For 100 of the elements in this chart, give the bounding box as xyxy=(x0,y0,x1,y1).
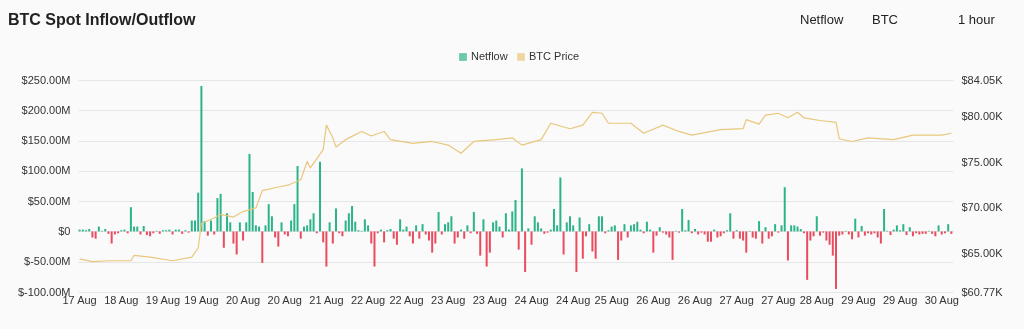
bar xyxy=(552,209,555,232)
bar xyxy=(533,216,536,232)
y-tick-label: $0 xyxy=(58,224,71,237)
bar xyxy=(658,227,661,232)
bar xyxy=(328,222,331,232)
bar xyxy=(524,231,527,273)
legend-label: Netflow xyxy=(471,50,508,62)
bar xyxy=(594,231,597,259)
y-tick-label: $-50.00M xyxy=(24,255,71,268)
bar xyxy=(421,224,424,232)
bar xyxy=(450,216,453,232)
bar xyxy=(418,231,421,239)
bar xyxy=(652,231,655,253)
bar xyxy=(623,224,626,232)
bar xyxy=(235,231,238,255)
bar xyxy=(863,231,866,236)
y-tick-label: $200.00M xyxy=(21,103,71,116)
bar xyxy=(238,222,241,232)
bar xyxy=(267,204,270,232)
bar xyxy=(479,231,482,256)
x-tick-label: 29 Aug xyxy=(882,293,918,306)
x-tick-label: 29 Aug xyxy=(841,293,876,306)
bar xyxy=(383,231,386,243)
bar xyxy=(94,231,97,239)
text: Netflow xyxy=(800,12,844,27)
bar xyxy=(242,231,245,241)
bar xyxy=(601,216,604,232)
bar xyxy=(745,231,748,253)
y-tick-label: $50.00M xyxy=(27,194,71,207)
bar xyxy=(559,177,562,232)
x-tick-label: 23 Aug xyxy=(431,293,466,306)
bar xyxy=(277,231,280,247)
bar xyxy=(947,224,950,232)
x-tick-label: 21 Aug xyxy=(309,293,344,306)
x-tick-label: 23 Aug xyxy=(472,293,507,306)
x-tick-label: 26 Aug xyxy=(677,293,713,306)
y2-tick-label: $80.00K xyxy=(961,110,1004,123)
bar xyxy=(318,161,321,232)
bar xyxy=(754,231,757,239)
bar xyxy=(934,231,937,237)
x-tick-label: 22 Aug xyxy=(389,293,424,306)
bar xyxy=(463,231,466,239)
bar xyxy=(633,224,636,232)
bar xyxy=(665,231,668,235)
bar xyxy=(751,231,754,238)
bar xyxy=(905,231,908,236)
bar xyxy=(200,86,203,232)
bar xyxy=(786,231,789,261)
bar xyxy=(668,231,671,238)
bar xyxy=(280,222,283,232)
bar xyxy=(399,219,402,232)
bar xyxy=(261,231,264,263)
text: BTC xyxy=(872,12,898,27)
bar xyxy=(501,231,504,238)
bar xyxy=(299,231,302,239)
bar xyxy=(895,225,898,232)
bar xyxy=(908,227,911,232)
bar xyxy=(758,221,761,232)
bar xyxy=(629,225,632,232)
x-tick-label: 19 Aug xyxy=(184,293,219,306)
bar xyxy=(251,192,254,232)
bar xyxy=(883,209,886,232)
bar xyxy=(911,231,914,237)
bar xyxy=(591,231,594,252)
bar xyxy=(312,213,315,232)
bar xyxy=(902,224,905,232)
bar xyxy=(527,228,530,232)
bar xyxy=(232,231,235,244)
y-tick-label: $150.00M xyxy=(21,134,71,147)
bar xyxy=(812,231,815,237)
bar xyxy=(331,231,334,244)
bar xyxy=(411,231,414,244)
bar xyxy=(373,231,376,267)
y-tick-label: $250.00M xyxy=(21,73,71,86)
bar xyxy=(472,212,475,232)
bar xyxy=(940,231,943,235)
bar xyxy=(626,231,629,238)
x-tick-label: 18 Aug xyxy=(104,293,139,306)
bar xyxy=(91,231,94,238)
bar xyxy=(283,231,286,235)
bar xyxy=(363,219,366,232)
bar xyxy=(222,231,225,248)
bar xyxy=(351,205,354,232)
bar xyxy=(325,231,328,267)
line-series xyxy=(79,111,952,263)
bar xyxy=(879,231,882,244)
bar xyxy=(815,216,818,232)
bar xyxy=(530,231,533,245)
bar xyxy=(335,208,338,232)
bar xyxy=(671,231,674,260)
x-tick-label: 30 Aug xyxy=(924,293,959,306)
bar xyxy=(219,193,222,232)
bar xyxy=(293,204,296,232)
bar xyxy=(588,224,591,232)
x-tick-label: 26 Aug xyxy=(636,293,671,306)
bar xyxy=(645,221,648,232)
bar xyxy=(517,231,520,250)
x-tick-label: 24 Aug xyxy=(556,293,591,306)
x-tick-label: 20 Aug xyxy=(225,293,261,306)
bar xyxy=(466,225,469,232)
